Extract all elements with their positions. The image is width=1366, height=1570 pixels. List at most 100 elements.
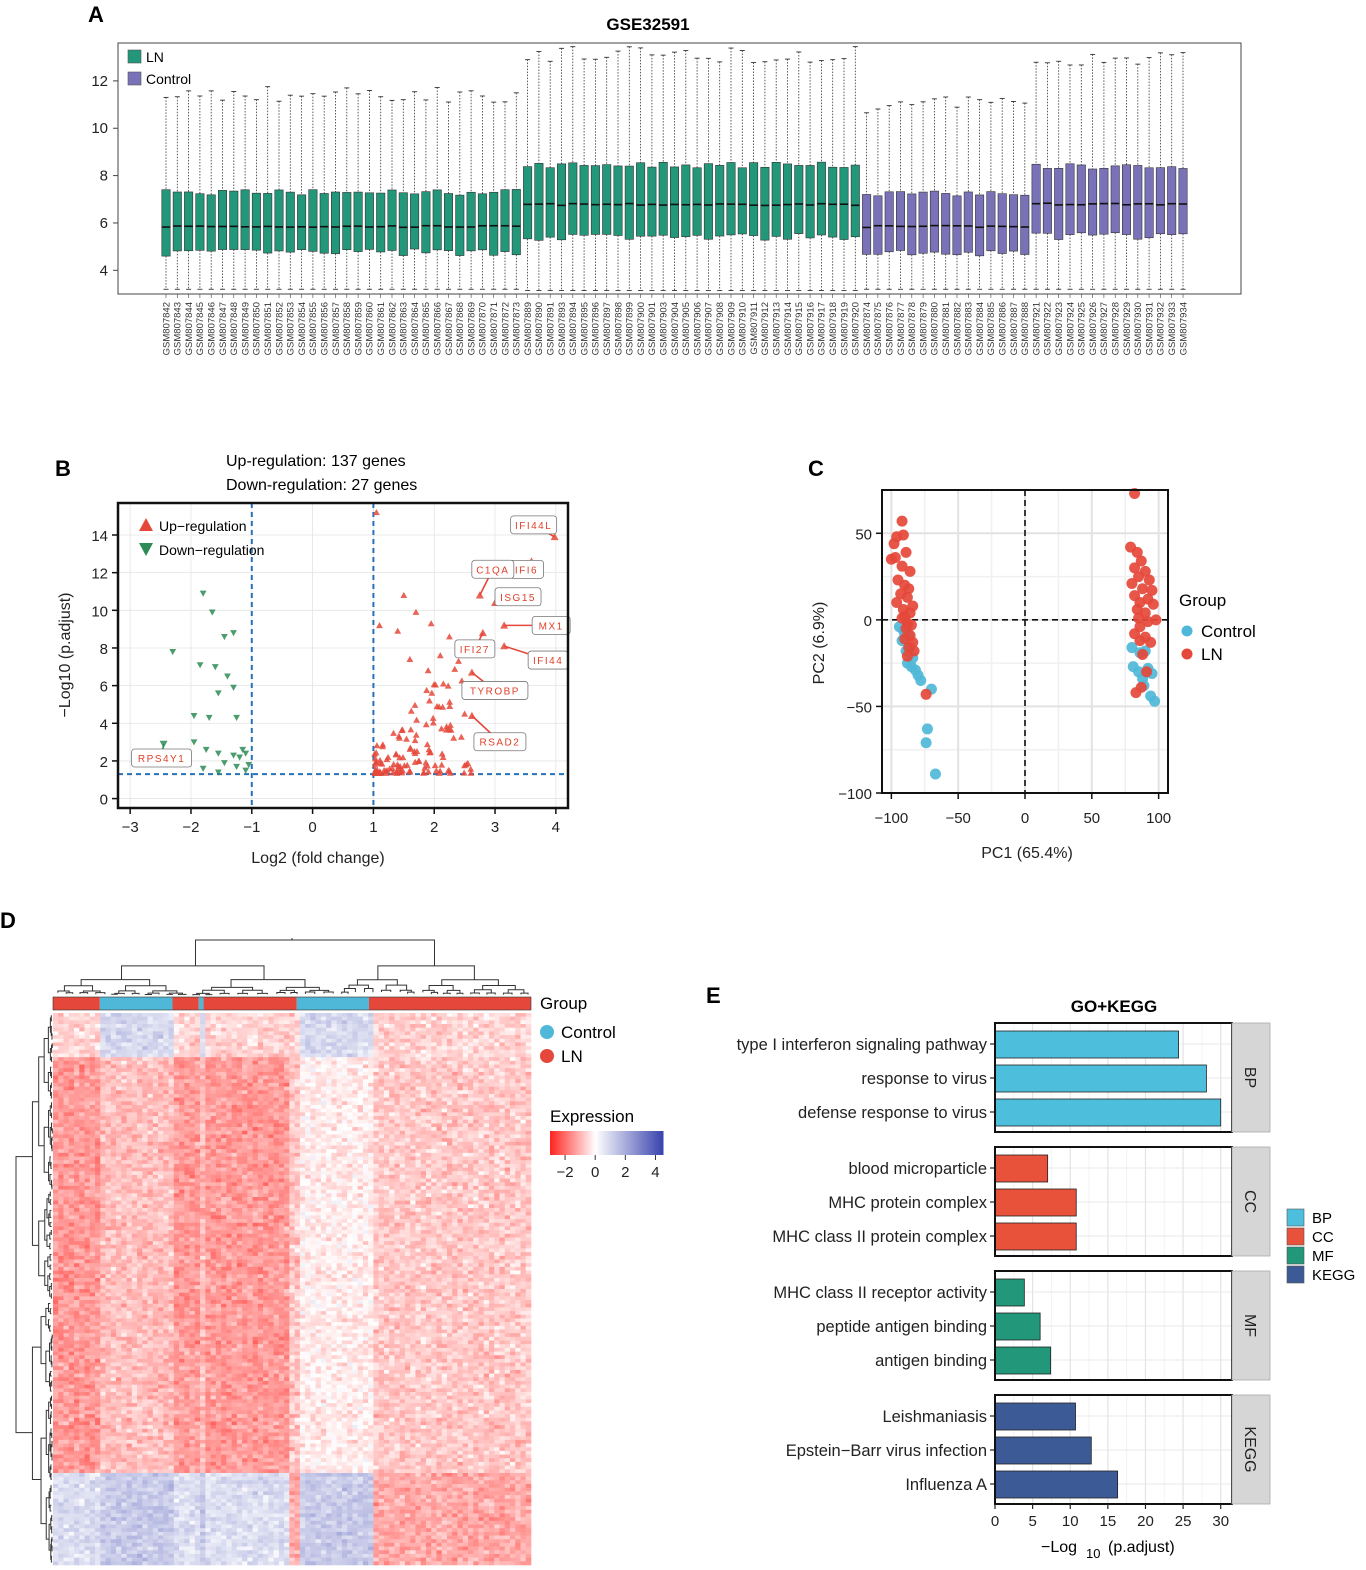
heatmap-cell xyxy=(436,1090,443,1095)
heatmap-cell xyxy=(326,1024,332,1029)
heatmap-cell xyxy=(221,1093,227,1098)
heatmap-cell xyxy=(147,1057,154,1062)
heatmap-cell xyxy=(525,1127,532,1132)
heatmap-cell xyxy=(341,1042,348,1047)
heatmap-cell xyxy=(116,1108,122,1113)
heatmap-cell xyxy=(420,1060,427,1065)
volcano-xtick-label: 2 xyxy=(430,819,438,836)
heatmap-cell xyxy=(68,1156,75,1161)
heatmap-cell xyxy=(520,1024,527,1029)
heatmap-cell xyxy=(315,1134,322,1139)
heatmap-cell xyxy=(268,1016,274,1021)
heatmap-cell xyxy=(63,1024,70,1029)
heatmap-cell xyxy=(515,1042,521,1047)
heatmap-cell xyxy=(331,1086,337,1091)
heatmap-cell xyxy=(242,1071,248,1076)
heatmap-cell xyxy=(231,1064,238,1069)
heatmap-cell xyxy=(383,1116,390,1121)
box-GSM807909 xyxy=(726,162,736,236)
heatmap-cell xyxy=(310,1119,316,1124)
heatmap-cell xyxy=(310,1127,316,1132)
heatmap-cell xyxy=(462,1145,469,1150)
heatmap-cell xyxy=(499,1013,506,1017)
heatmap-cell xyxy=(105,1112,112,1117)
heatmap-cell xyxy=(420,1093,427,1098)
heatmap-cell xyxy=(415,1075,421,1080)
row-dendrogram-branch xyxy=(49,1126,52,1145)
heatmap-cell xyxy=(457,1035,464,1040)
heatmap-cell xyxy=(310,1149,316,1154)
heatmap-cell xyxy=(95,1123,101,1128)
heatmap-cell xyxy=(310,1020,316,1025)
heatmap-cell xyxy=(226,1116,232,1121)
heatmap-cell xyxy=(236,1119,243,1124)
heatmap-cell xyxy=(509,1013,516,1017)
heatmap-cell xyxy=(394,1031,400,1036)
heatmap-cell xyxy=(488,1016,495,1021)
heatmap-cell xyxy=(284,1060,290,1065)
heatmap-cell xyxy=(509,1119,516,1124)
heatmap-cell xyxy=(126,1064,133,1069)
heatmap-cell xyxy=(331,1149,337,1154)
heatmap-cell xyxy=(315,1057,322,1062)
heatmap-cell xyxy=(289,1016,295,1021)
heatmap-cell xyxy=(205,1134,211,1139)
heatmap-cell xyxy=(368,1071,374,1076)
heatmap-cell xyxy=(68,1141,75,1146)
heatmap-cell xyxy=(499,1134,506,1139)
gene-label-ifi44: IFI44 xyxy=(533,656,563,667)
heatmap-cell xyxy=(226,1119,232,1124)
heatmap-cell xyxy=(410,1031,416,1036)
heatmap-cell xyxy=(483,1053,490,1058)
heatmap-cell xyxy=(473,1016,479,1021)
heatmap-cell xyxy=(168,1093,175,1098)
heatmap-cell xyxy=(467,1149,474,1154)
heatmap-cell xyxy=(179,1105,185,1109)
heatmap-cell xyxy=(494,1035,500,1040)
heatmap-cell xyxy=(467,1119,474,1124)
heatmap-cell xyxy=(294,1141,301,1146)
heatmap-cell xyxy=(116,1090,122,1095)
heatmap-cell xyxy=(525,1090,532,1095)
heatmap-cell xyxy=(509,1112,516,1117)
heatmap-cell xyxy=(352,1097,358,1102)
up-point xyxy=(373,509,380,516)
heatmap-cell xyxy=(315,1013,322,1017)
heatmap-cell xyxy=(126,1042,133,1047)
heatmap-cell xyxy=(263,1097,269,1102)
heatmap-cell xyxy=(79,1093,85,1098)
heatmap-cell xyxy=(373,1053,379,1058)
heatmap-cell xyxy=(431,1027,437,1032)
heatmap-cell xyxy=(63,1038,70,1043)
heatmap-cell xyxy=(63,1145,70,1150)
pca-ln-point xyxy=(1135,555,1147,567)
heatmap-cell xyxy=(252,1145,259,1150)
heatmap-cell xyxy=(399,1134,406,1139)
heatmap-cell xyxy=(63,1086,70,1091)
sample-label: GSM807858 xyxy=(342,302,353,355)
up-point xyxy=(407,726,415,733)
heatmap-cell xyxy=(389,1057,395,1062)
heatmap-cell xyxy=(336,1038,343,1043)
heatmap-cell xyxy=(263,1149,269,1154)
heatmap-cell xyxy=(278,1090,285,1095)
heatmap-cell xyxy=(152,1068,159,1073)
heatmap-cell xyxy=(242,1016,248,1021)
heatmap-cell xyxy=(504,1086,511,1091)
heatmap-cell xyxy=(95,1020,101,1025)
heatmap-cell xyxy=(499,1016,506,1021)
heatmap-cell xyxy=(394,1093,400,1098)
heatmap-cell xyxy=(210,1020,217,1025)
pca-ln-point xyxy=(1146,584,1158,596)
heatmap-cell xyxy=(525,1145,532,1150)
heatmap-cell xyxy=(436,1038,443,1043)
heatmap-cell xyxy=(236,1053,243,1058)
heatmap-cell xyxy=(383,1134,390,1139)
heatmap-cell xyxy=(457,1101,464,1106)
heatmap-cell xyxy=(210,1038,217,1043)
heatmap-cell xyxy=(289,1046,295,1051)
heatmap-cell xyxy=(415,1016,421,1021)
heatmap-cell xyxy=(504,1060,511,1065)
heatmap-cell xyxy=(210,1057,217,1062)
